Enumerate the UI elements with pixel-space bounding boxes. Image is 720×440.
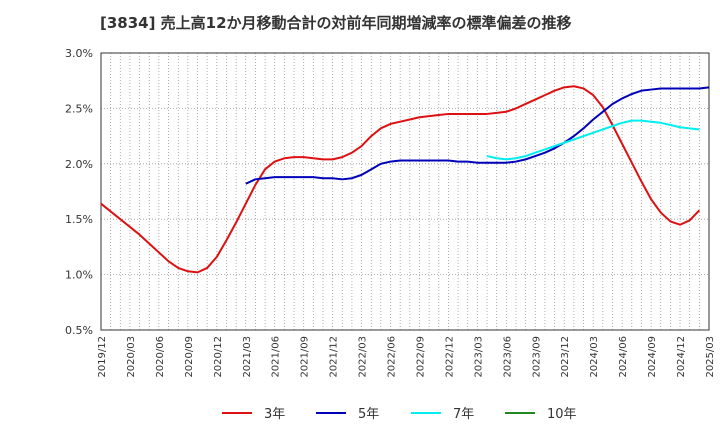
x-tick-label: 2024/03	[589, 336, 600, 378]
series-line-1	[245, 86, 710, 185]
x-tick-label: 2022/06	[387, 336, 398, 378]
x-tick-label: 2020/06	[155, 336, 166, 378]
x-tick-label: 2020/03	[126, 336, 137, 378]
legend-label-1: 5年	[358, 407, 379, 422]
series-line-2	[486, 119, 700, 161]
x-tick-label: 2024/12	[676, 336, 687, 378]
x-tick-label: 2020/09	[184, 336, 195, 378]
x-tick-label: 2022/09	[415, 336, 426, 378]
grid-layer	[101, 53, 709, 330]
y-tick-label: 0.5%	[65, 324, 93, 337]
x-tick-label: 2023/06	[502, 336, 513, 378]
x-tick-label: 2024/09	[647, 336, 658, 378]
x-tick-label: 2021/09	[300, 336, 311, 378]
x-tick-label: 2022/12	[444, 336, 455, 378]
x-tick-label: 2020/12	[213, 336, 224, 378]
x-tick-label: 2024/06	[618, 336, 629, 378]
y-tick-label: 1.0%	[65, 269, 93, 282]
x-tick-label: 2023/03	[473, 336, 484, 378]
legend-label-0: 3年	[264, 407, 285, 422]
x-tick-label: 2021/06	[271, 336, 282, 378]
legend: 3年 5年 7年 10年	[222, 407, 577, 422]
x-tick-label: 2019/12	[97, 336, 108, 378]
x-tick-label: 2022/03	[358, 336, 369, 378]
y-tick-label: 1.5%	[65, 213, 93, 226]
y-tick-label: 3.0%	[65, 47, 93, 60]
x-tick-label: 2021/12	[329, 336, 340, 378]
x-tick-label: 2023/12	[560, 336, 571, 378]
legend-label-3: 10年	[547, 407, 577, 422]
legend-label-2: 7年	[453, 407, 474, 422]
y-tick-label: 2.0%	[65, 158, 93, 171]
chart-title: [3834] 売上高12か月移動合計の対前年同期増減率の標準偏差の推移	[100, 14, 572, 32]
x-tick-label: 2025/03	[705, 336, 716, 378]
series-line-0	[100, 85, 701, 274]
x-tick-label: 2021/03	[242, 336, 253, 378]
y-tick-label: 2.5%	[65, 102, 93, 115]
y-axis-ticks: 3.0% 2.5% 2.0% 1.5% 1.0% 0.5%	[65, 47, 93, 337]
x-axis-ticks: 2019/12 2020/03 2020/06 2020/09 2020/12 2021/…	[97, 336, 716, 378]
series-layer	[100, 85, 710, 274]
x-tick-label: 2023/09	[531, 336, 542, 378]
plot-frame	[100, 52, 710, 331]
